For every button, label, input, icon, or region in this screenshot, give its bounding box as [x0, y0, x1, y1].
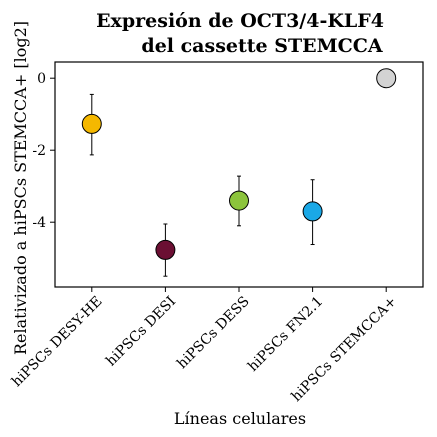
x-tick-label: hiPSCs DESI: [103, 293, 179, 369]
x-axis-label: Líneas celulares: [174, 409, 306, 428]
plot-frame: [54, 61, 424, 288]
x-tick-label: hiPSCs DESS: [174, 293, 253, 372]
data-point: [81, 113, 102, 134]
x-tick-label: hiPSCs FN2.1: [245, 293, 326, 374]
y-tick-label: 0: [37, 71, 46, 87]
y-tick-label: -4: [32, 215, 46, 231]
y-axis-label: Relativizado a hiPSCs STEMCCA+ [log2]: [11, 21, 30, 355]
chart-title-line-2: del cassette STEMCCA: [141, 35, 382, 57]
y-tick-label: -2: [32, 143, 46, 159]
data-point: [229, 190, 249, 211]
data-point: [376, 68, 397, 89]
data-point: [302, 201, 323, 222]
data-points: [81, 68, 397, 277]
plot-area: [54, 61, 424, 288]
chart-title-line-1: Expresión de OCT3/4-KLF4: [96, 10, 384, 32]
data-point: [155, 239, 176, 260]
y-axis: 0 -2 -4: [32, 71, 55, 231]
